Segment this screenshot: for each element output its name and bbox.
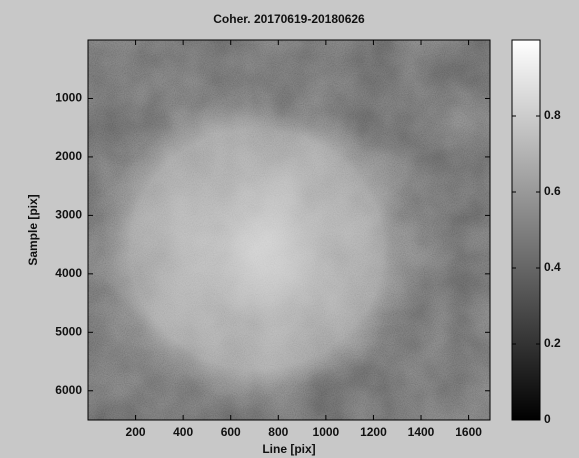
x-tick-label: 600 <box>221 425 241 439</box>
colorbar-tick-label: 0.6 <box>544 184 561 198</box>
y-tick-label: 5000 <box>55 324 82 338</box>
y-tick-label: 3000 <box>55 208 82 222</box>
chart-title: Coher. 20170619-20180626 <box>213 12 365 26</box>
colorbar-tick-label: 0.4 <box>544 260 561 274</box>
x-axis-label: Line [pix] <box>262 442 315 456</box>
colorbar <box>512 40 540 420</box>
colorbar-tick-label: 0.2 <box>544 336 561 350</box>
x-tick-label: 1600 <box>455 425 482 439</box>
page: Coher. 20170619-20180626 Line [pix] Samp… <box>0 0 579 458</box>
y-tick-label: 4000 <box>55 266 82 280</box>
y-tick-label: 1000 <box>55 91 82 105</box>
x-tick-label: 400 <box>173 425 193 439</box>
y-tick-label: 6000 <box>55 383 82 397</box>
colorbar-tick-label: 0.8 <box>544 108 561 122</box>
chart: Coher. 20170619-20180626 Line [pix] Samp… <box>0 0 579 458</box>
y-tick-label: 2000 <box>55 149 82 163</box>
x-tick-label: 800 <box>268 425 288 439</box>
x-tick-label: 1200 <box>360 425 387 439</box>
x-tick-label: 1000 <box>313 425 340 439</box>
x-tick-label: 1400 <box>408 425 435 439</box>
x-tick-label: 200 <box>126 425 146 439</box>
colorbar-tick-label: 0 <box>544 412 551 426</box>
coherence-image <box>88 40 490 420</box>
y-axis-label: Sample [pix] <box>26 194 40 265</box>
